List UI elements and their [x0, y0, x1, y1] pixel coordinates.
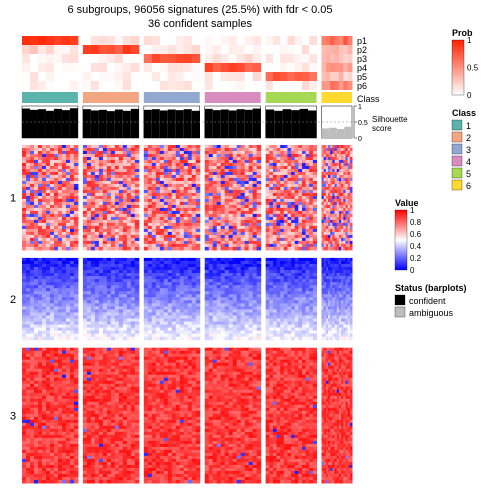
svg-text:Class: Class [357, 94, 380, 104]
svg-text:1: 1 [10, 192, 16, 204]
figure-svg: p1p2p3p4p5p6Class10.50Silhouettescore123… [0, 0, 504, 504]
svg-text:Silhouettescore: Silhouettescore [372, 115, 408, 133]
svg-text:0: 0 [358, 136, 362, 143]
svg-text:0.5: 0.5 [358, 120, 368, 127]
svg-text:1: 1 [358, 104, 362, 111]
svg-text:p6: p6 [357, 81, 367, 91]
